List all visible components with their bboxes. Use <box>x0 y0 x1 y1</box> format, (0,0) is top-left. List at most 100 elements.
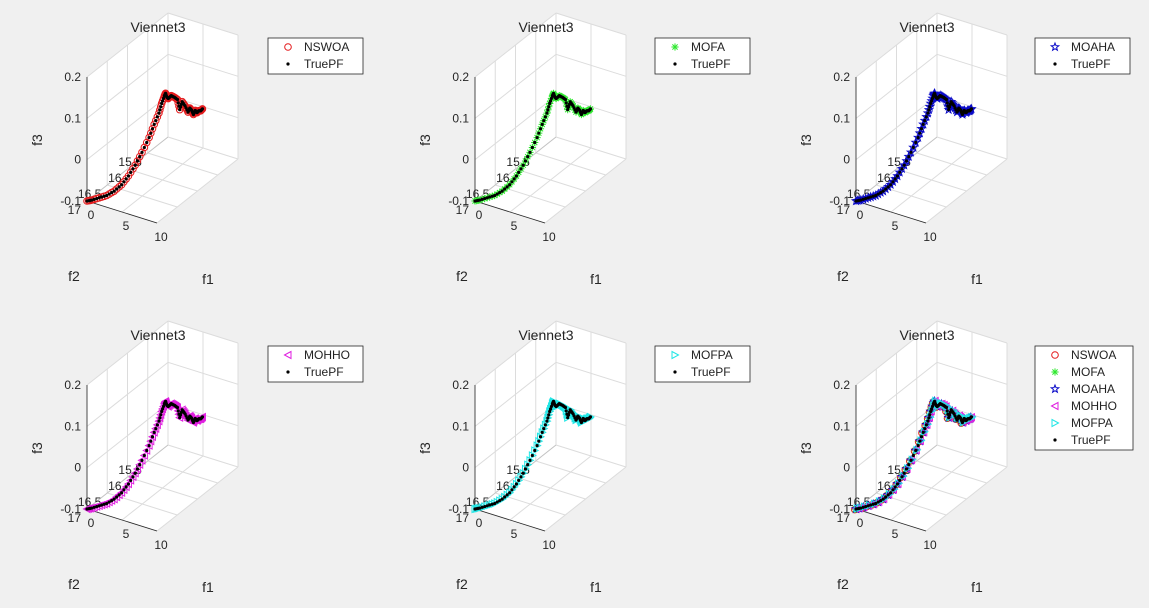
data-point <box>548 99 553 103</box>
z-axis-label: f3 <box>29 442 45 454</box>
legend-marker <box>1051 368 1059 376</box>
data-point <box>95 196 99 201</box>
data-point <box>488 195 492 199</box>
data-point <box>512 485 516 489</box>
data-point <box>123 479 132 489</box>
data-point <box>969 107 974 111</box>
data-point <box>120 491 124 495</box>
data-point <box>905 147 917 157</box>
z-tick-label: 0.2 <box>64 378 81 392</box>
data-point <box>126 476 135 485</box>
data-point <box>918 131 922 135</box>
data-point <box>530 453 534 458</box>
data-point <box>566 413 571 417</box>
data-point <box>886 493 890 497</box>
data-point <box>110 498 114 503</box>
data-point <box>927 108 931 112</box>
data-point <box>138 148 146 157</box>
data-point <box>512 177 516 181</box>
data-point <box>151 424 160 433</box>
data-point <box>861 505 865 509</box>
data-point <box>533 448 537 453</box>
y-tick-label: 17 <box>456 203 470 217</box>
x-tick-label: 5 <box>123 219 130 233</box>
data-point <box>503 187 507 191</box>
legend-entry: MOAHA <box>1071 382 1115 396</box>
data-point <box>876 500 880 504</box>
x-axis-line <box>86 508 158 532</box>
series-truepf <box>473 399 593 511</box>
x-axis-line <box>86 200 158 224</box>
data-point <box>912 132 924 142</box>
data-point <box>133 157 142 165</box>
data-point <box>535 443 539 448</box>
data-point <box>907 463 911 467</box>
data-point <box>874 193 878 198</box>
data-point <box>480 197 484 201</box>
data-point <box>148 124 157 133</box>
z-tick-label: 0 <box>74 153 81 167</box>
data-point <box>149 428 158 437</box>
z-tick-label: 0.1 <box>452 111 469 125</box>
data-point <box>919 435 924 439</box>
data-point <box>145 140 149 145</box>
legend-marker <box>284 43 292 51</box>
data-point <box>537 439 541 443</box>
data-point <box>505 493 509 497</box>
data-point <box>891 488 895 492</box>
chart-title: Viennet3 <box>518 19 573 35</box>
data-point <box>514 174 519 178</box>
z-tick-label: 0 <box>462 153 469 167</box>
z-tick-label: 0 <box>462 461 469 475</box>
series-truepf <box>854 91 974 203</box>
data-point <box>904 159 909 163</box>
x-tick-label: 10 <box>923 538 937 552</box>
legend: MOFPA TruePF <box>654 345 751 383</box>
data-point <box>544 413 553 423</box>
data-point <box>90 198 94 202</box>
data-point <box>92 197 96 201</box>
legend-entry: NSWOA <box>1071 348 1116 362</box>
data-point <box>947 413 952 417</box>
x-tick-label: 0 <box>88 516 95 530</box>
z-axis-label: f3 <box>29 134 45 146</box>
data-point <box>131 167 135 171</box>
data-point <box>120 183 124 187</box>
data-point <box>142 138 151 147</box>
y-axis-line <box>86 136 169 202</box>
series-truepf <box>854 399 974 511</box>
data-point <box>198 105 207 113</box>
data-point <box>161 96 166 101</box>
data-point <box>588 415 593 419</box>
data-point <box>139 451 148 460</box>
data-point <box>514 482 519 486</box>
legend-marker <box>1049 383 1061 394</box>
legend-entry: MOHHO <box>1071 399 1117 413</box>
data-point <box>879 498 883 503</box>
z-axis-label: f3 <box>417 134 433 146</box>
data-point <box>869 503 873 507</box>
z-tick-label: 0.2 <box>833 378 850 392</box>
legend-entry: TruePF <box>304 365 344 379</box>
data-point <box>158 108 162 112</box>
data-point <box>200 415 205 419</box>
data-point <box>537 131 541 135</box>
data-point <box>178 108 182 112</box>
data-point <box>110 190 114 195</box>
data-point <box>864 196 868 201</box>
z-axis-label: f3 <box>417 442 433 454</box>
data-point <box>944 405 949 410</box>
y-tick-label: 16 <box>877 171 891 185</box>
z-tick-label: -0.1 <box>829 502 850 516</box>
data-point <box>924 115 928 119</box>
data-point <box>919 127 924 131</box>
data-point <box>871 194 875 198</box>
data-point <box>135 460 144 469</box>
z-tick-label: 0.1 <box>452 419 469 433</box>
x-tick-label: 10 <box>542 230 556 244</box>
z-tick-label: 0.1 <box>833 419 850 433</box>
data-point <box>135 159 140 163</box>
data-point <box>893 177 897 181</box>
data-point <box>160 407 165 411</box>
y-tick-label: 16 <box>496 479 510 493</box>
